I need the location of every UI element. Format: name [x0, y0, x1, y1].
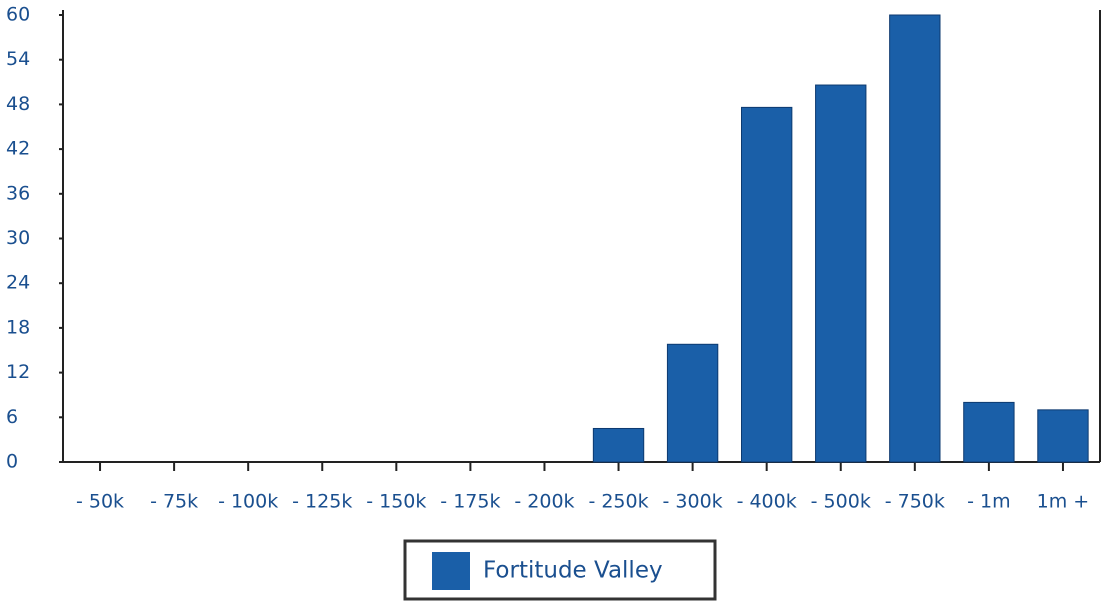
bar — [592, 427, 645, 463]
x-tick-label: 1m + — [1037, 491, 1090, 513]
x-tick-label: - 50k — [76, 491, 124, 513]
legend-swatch — [432, 552, 470, 590]
x-tick-label: - 175k — [440, 491, 500, 513]
x-tick-label: - 100k — [218, 491, 278, 513]
y-tick-label: 12 — [6, 361, 30, 383]
y-tick-label: 18 — [6, 316, 30, 338]
y-tick-label: 30 — [6, 227, 30, 249]
y-tick-label: 48 — [6, 93, 30, 115]
x-tick-label: - 75k — [150, 491, 198, 513]
bar — [963, 401, 1015, 463]
x-tick-label: - 500k — [811, 491, 871, 513]
legend: Fortitude Valley — [403, 539, 717, 601]
y-tick-label: 24 — [6, 272, 30, 294]
x-tick-label: - 125k — [292, 491, 352, 513]
y-tick-label: 36 — [6, 182, 30, 204]
bar — [1037, 409, 1089, 463]
legend-label: Fortitude Valley — [483, 558, 663, 584]
y-tick-label: 6 — [6, 406, 18, 428]
x-tick-label: - 250k — [588, 491, 648, 513]
x-tick-label: - 300k — [663, 491, 723, 513]
y-tick-label: 60 — [6, 4, 30, 26]
y-tick-label: 42 — [6, 138, 30, 160]
y-tick-label: 0 — [6, 451, 18, 473]
x-tick-label: - 150k — [366, 491, 426, 513]
bar — [666, 343, 719, 463]
bar — [815, 84, 867, 463]
bar — [740, 106, 793, 463]
bar — [889, 14, 941, 463]
y-tick-label: 54 — [6, 48, 30, 70]
x-tick-label: - 1m — [967, 491, 1011, 513]
x-tick-label: - 400k — [737, 491, 797, 513]
x-tick-label: - 750k — [885, 491, 945, 513]
x-tick-label: - 200k — [514, 491, 574, 513]
